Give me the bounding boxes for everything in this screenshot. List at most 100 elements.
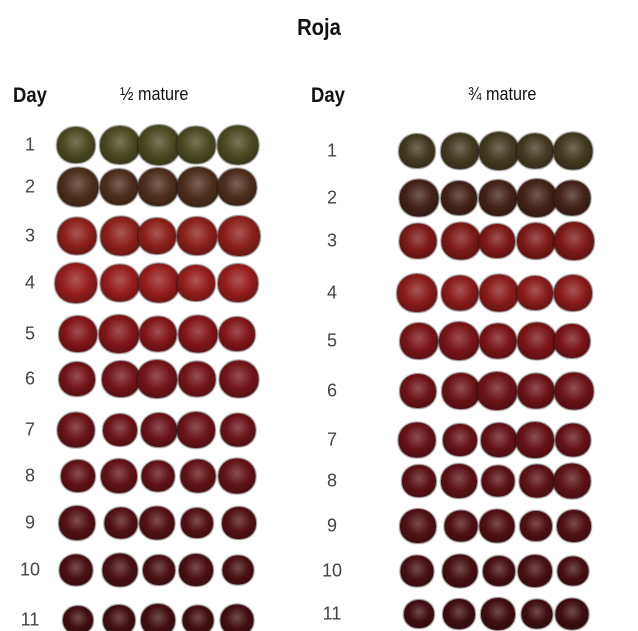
fruit-photo: [138, 125, 180, 165]
fruit-photo: [61, 460, 95, 492]
fruit-photo: [57, 127, 95, 163]
fruit-photo: [104, 507, 138, 539]
fruit-photo: [178, 361, 216, 397]
fruit-photo: [517, 373, 555, 409]
fruit-photo: [554, 222, 594, 260]
fruit-photo: [182, 605, 214, 631]
fruit-photo: [439, 322, 479, 360]
fruit-photo: [180, 459, 216, 493]
fruit-photo: [177, 412, 215, 448]
fruit-photo: [139, 316, 177, 352]
day-label: 3: [24, 225, 36, 246]
fruit-photo: [517, 322, 557, 360]
fruit-photo: [100, 264, 140, 302]
fruit-photo: [138, 218, 176, 254]
fruit-photo: [441, 181, 477, 215]
fruit-photo: [516, 422, 554, 458]
fruit-photo: [59, 506, 95, 540]
fruit-photo: [518, 555, 552, 587]
fruit-photo: [442, 373, 480, 409]
fruit-photo: [141, 460, 175, 492]
fruit-photo: [400, 509, 436, 543]
day-label: 6: [24, 368, 36, 389]
left-panel-label: ½ mature: [120, 84, 189, 104]
fruit-photo: [481, 423, 517, 457]
fruit-photo: [399, 134, 435, 168]
day-label: 1: [326, 140, 338, 161]
day-label: 10: [19, 559, 41, 580]
figure-title: Roja: [297, 14, 341, 40]
fruit-photo: [517, 276, 553, 310]
fruit-photo: [220, 413, 256, 447]
day-label: 5: [24, 323, 36, 344]
fruit-photo: [217, 168, 257, 206]
fruit-photo: [218, 458, 256, 494]
fruit-photo: [555, 598, 589, 630]
day-label: 4: [24, 272, 36, 293]
fruit-photo: [100, 216, 142, 256]
fruit-photo: [479, 323, 517, 359]
fruit-photo: [400, 323, 438, 359]
fruit-photo: [179, 554, 213, 586]
fruit-photo: [441, 222, 481, 260]
fruit-photo: [141, 413, 177, 447]
fruit-photo: [517, 223, 555, 259]
fruit-photo: [59, 554, 93, 586]
day-label: 11: [322, 603, 342, 624]
fruit-photo: [519, 464, 555, 498]
day-label: 10: [321, 560, 343, 581]
fruit-photo: [57, 412, 95, 448]
fruit-photo: [441, 275, 479, 311]
fruit-photo: [138, 168, 178, 206]
fruit-photo: [398, 422, 436, 458]
fruit-photo: [521, 599, 553, 629]
fruit-photo: [553, 132, 593, 170]
fruit-photo: [557, 510, 591, 542]
fruit-photo: [479, 509, 515, 543]
fruit-photo: [177, 265, 215, 301]
fruit-photo: [63, 606, 93, 631]
left-day-header: Day: [13, 84, 47, 107]
day-label: 8: [326, 470, 338, 491]
day-label: 7: [326, 429, 338, 450]
fruit-photo: [481, 465, 515, 497]
fruit-photo: [402, 465, 436, 497]
fruit-photo: [57, 217, 97, 255]
fruit-photo: [102, 361, 140, 397]
fruit-photo: [178, 315, 218, 353]
fruit-photo: [400, 374, 436, 408]
fruit-photo: [103, 605, 135, 631]
fruit-photo: [177, 167, 219, 207]
fruit-photo: [517, 179, 557, 217]
day-label: 11: [20, 609, 40, 630]
fruit-photo: [399, 179, 439, 217]
fruit-photo: [553, 180, 591, 216]
fruit-photo: [477, 372, 517, 410]
fruit-photo: [444, 510, 478, 542]
fruit-photo: [218, 216, 260, 256]
day-label: 7: [24, 419, 36, 440]
right-panel-label: ¾ mature: [468, 84, 537, 104]
fruit-photo: [57, 167, 99, 207]
fruit-photo: [483, 556, 515, 586]
day-label: 1: [24, 134, 36, 155]
fruit-photo: [557, 556, 589, 586]
day-label: 9: [326, 515, 338, 536]
fruit-photo: [100, 126, 140, 164]
fruit-photo: [520, 511, 552, 541]
fruit-photo: [143, 555, 175, 585]
fruit-photo: [554, 275, 592, 311]
fruit-photo: [442, 554, 478, 588]
right-day-header: Day: [311, 84, 345, 107]
day-label: 2: [24, 176, 36, 197]
fruit-photo: [55, 263, 97, 303]
fruit-photo: [441, 133, 479, 169]
day-label: 6: [326, 380, 338, 401]
day-label: 3: [326, 230, 338, 251]
fruit-photo: [219, 317, 255, 351]
fruit-photo: [103, 414, 137, 446]
fruit-photo: [481, 598, 515, 630]
day-label: 4: [326, 282, 338, 303]
fruit-photo: [141, 604, 175, 631]
fruit-photo: [137, 360, 177, 398]
